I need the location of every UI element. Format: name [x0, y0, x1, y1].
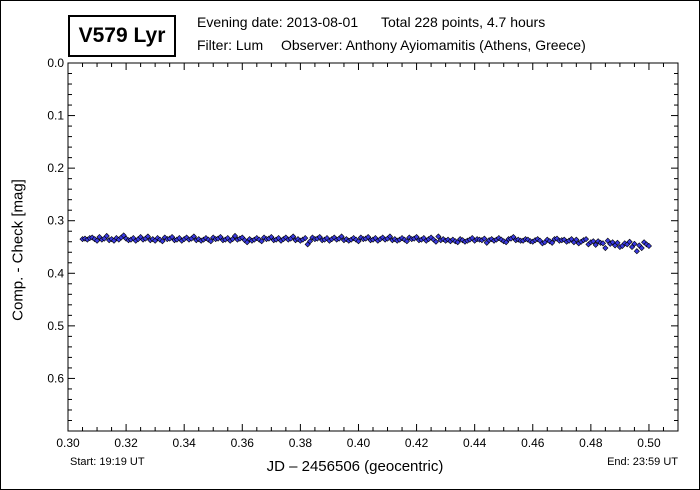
data-point: [399, 235, 406, 242]
data-point: [302, 235, 309, 242]
data-point: [253, 235, 260, 242]
x-tick-label: 0.30: [56, 436, 80, 450]
data-point: [481, 235, 488, 242]
data-point: [338, 233, 345, 240]
data-point: [614, 239, 621, 246]
data-point: [582, 236, 590, 243]
data-point: [432, 238, 439, 245]
data-point: [595, 238, 602, 245]
filter-label: Filter: Lum: [197, 37, 264, 53]
data-point: [386, 233, 393, 240]
data-point: [159, 238, 166, 245]
x-tick-label: 0.50: [637, 436, 661, 450]
data-point: [258, 238, 265, 245]
total-points: Total 228 points, 4.7 hours: [381, 14, 546, 30]
data-point: [599, 240, 606, 247]
y-tick-label: 0.2: [47, 161, 64, 175]
data-point: [549, 239, 556, 246]
data-point: [353, 236, 360, 243]
start-time: Start: 19:19 UT: [70, 456, 145, 468]
y-axis-label: Comp. - Check [mag]: [9, 179, 27, 321]
observer-label: Observer: Anthony Ayiomamitis (Athens, G…: [281, 37, 586, 53]
data-point: [449, 236, 456, 243]
data-point: [207, 238, 214, 245]
x-tick-label: 0.44: [463, 436, 487, 450]
data-point: [403, 238, 410, 245]
x-tick-label: 0.40: [347, 436, 371, 450]
y-tick-label: 0.1: [47, 109, 64, 123]
x-axis-label: JD – 2456506 (geocentric): [266, 458, 444, 475]
data-point: [357, 234, 364, 241]
data-point: [355, 238, 362, 245]
data-point: [307, 238, 314, 245]
x-tick-label: 0.36: [231, 436, 255, 450]
data-point: [498, 236, 505, 243]
tick-labels: 0.30 0.32 0.34 0.36 0.38 0.40 0.42 0.44 0.46 0.48…: [47, 56, 661, 450]
data-point: [231, 232, 239, 239]
data-points: [79, 232, 652, 255]
data-point: [103, 232, 110, 239]
x-tick-label: 0.42: [405, 436, 429, 450]
data-point: [94, 237, 101, 244]
data-point: [144, 233, 151, 240]
data-point: [631, 240, 638, 247]
data-point: [633, 248, 640, 255]
x-tick-label: 0.32: [114, 436, 138, 450]
data-point: [435, 233, 442, 240]
data-point: [573, 236, 580, 243]
y-tick-label: 0.3: [47, 214, 64, 228]
data-point: [290, 233, 297, 240]
x-tick-label: 0.46: [521, 436, 545, 450]
y-tick-label: 0.4: [47, 266, 64, 280]
data-point: [643, 241, 650, 248]
data-point: [645, 242, 652, 249]
data-point: [406, 234, 413, 241]
plot-area: [67, 62, 679, 432]
data-point: [590, 238, 597, 245]
data-point: [592, 241, 599, 248]
data-point: [638, 245, 645, 252]
y-tick-label: 0.6: [47, 371, 64, 385]
data-point: [488, 236, 495, 243]
data-point: [534, 236, 541, 243]
evening-date: Evening date: 2013-08-01: [197, 14, 359, 30]
data-point: [602, 245, 609, 252]
star-name: V579 Lyr: [78, 24, 166, 47]
star-name-box: V579 Lyr: [68, 15, 176, 57]
end-time: End: 23:59 UT: [607, 456, 678, 468]
data-point: [343, 236, 350, 243]
x-tick-label: 0.34: [173, 436, 197, 450]
data-point: [495, 235, 502, 242]
y-tick-label: 0.0: [47, 56, 64, 70]
x-tick-label: 0.38: [289, 436, 313, 450]
data-point: [544, 236, 551, 243]
x-tick-label: 0.48: [579, 436, 603, 450]
data-point: [190, 233, 197, 240]
axis-ticks: [67, 62, 679, 431]
data-point: [445, 236, 452, 243]
data-point: [350, 235, 357, 242]
y-tick-label: 0.5: [47, 319, 64, 333]
data-point: [626, 238, 633, 245]
